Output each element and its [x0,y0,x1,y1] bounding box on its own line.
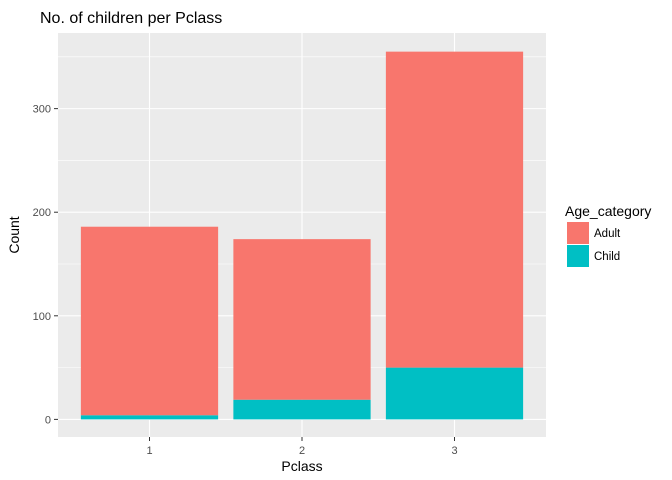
x-tick-label: 3 [451,445,457,457]
axis-layer: 0 100 200 300 1 2 3 [33,104,458,457]
y-tick-label: 0 [45,414,51,426]
bar-adult-pclass-1 [80,226,219,416]
legend-label-child: Child [594,251,620,263]
y-tick-label: 300 [33,104,51,116]
bars-layer [80,51,524,420]
bar-child-pclass-2 [233,399,371,420]
legend-key-child [567,245,589,267]
bar-child-pclass-1 [80,415,219,420]
legend-key-adult [567,222,589,244]
x-axis-title: Pclass [281,458,322,474]
legend-title: Age_category [565,203,651,219]
legend-items: Adult Child [567,222,621,267]
legend-label-adult: Adult [594,228,621,240]
bar-child-pclass-3 [385,367,524,420]
bar-adult-pclass-2 [233,239,371,400]
y-axis-title: Count [6,216,22,253]
y-tick-label: 200 [33,207,51,219]
chart-title: No. of children per Pclass [40,10,222,27]
bar-adult-pclass-3 [385,51,524,368]
y-tick-label: 100 [33,311,51,323]
x-tick-label: 1 [146,445,152,457]
legend: Age_category Adult Child [565,203,651,267]
x-tick-label: 2 [299,445,305,457]
